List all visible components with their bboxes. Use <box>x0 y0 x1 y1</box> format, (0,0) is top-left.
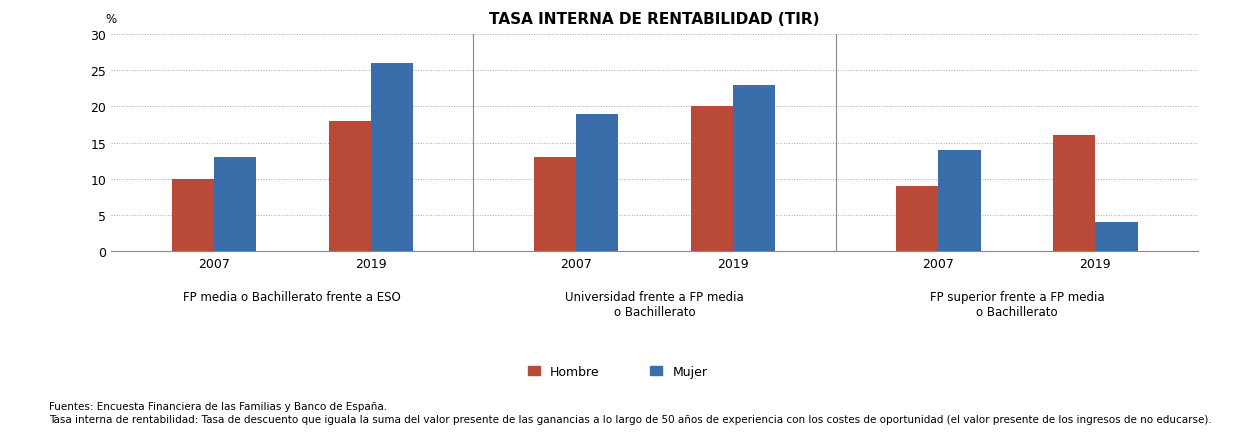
Bar <box>172 179 214 252</box>
Bar <box>576 114 619 252</box>
Bar <box>939 151 981 252</box>
Text: FP media o Bachillerato frente a ESO: FP media o Bachillerato frente a ESO <box>184 291 401 304</box>
Bar <box>534 158 576 252</box>
Text: Universidad frente a FP media
o Bachillerato: Universidad frente a FP media o Bachille… <box>566 291 743 319</box>
Bar <box>897 187 939 252</box>
Bar <box>690 107 734 252</box>
Legend: Hombre, Mujer: Hombre, Mujer <box>527 365 708 378</box>
Bar <box>1095 223 1137 252</box>
Text: FP superior frente a FP media
o Bachillerato: FP superior frente a FP media o Bachille… <box>930 291 1104 319</box>
Bar <box>370 64 412 252</box>
Title: TASA INTERNA DE RENTABILIDAD (TIR): TASA INTERNA DE RENTABILIDAD (TIR) <box>489 12 820 26</box>
Bar <box>734 85 776 252</box>
Bar <box>214 158 256 252</box>
Text: %: % <box>106 13 117 26</box>
Text: Tasa interna de rentabilidad: Tasa de descuento que iguala la suma del valor pre: Tasa interna de rentabilidad: Tasa de de… <box>49 414 1212 424</box>
Bar <box>329 122 370 252</box>
Text: Fuentes: Encuesta Financiera de las Familias y Banco de España.: Fuentes: Encuesta Financiera de las Fami… <box>49 401 388 411</box>
Bar <box>1053 136 1095 252</box>
